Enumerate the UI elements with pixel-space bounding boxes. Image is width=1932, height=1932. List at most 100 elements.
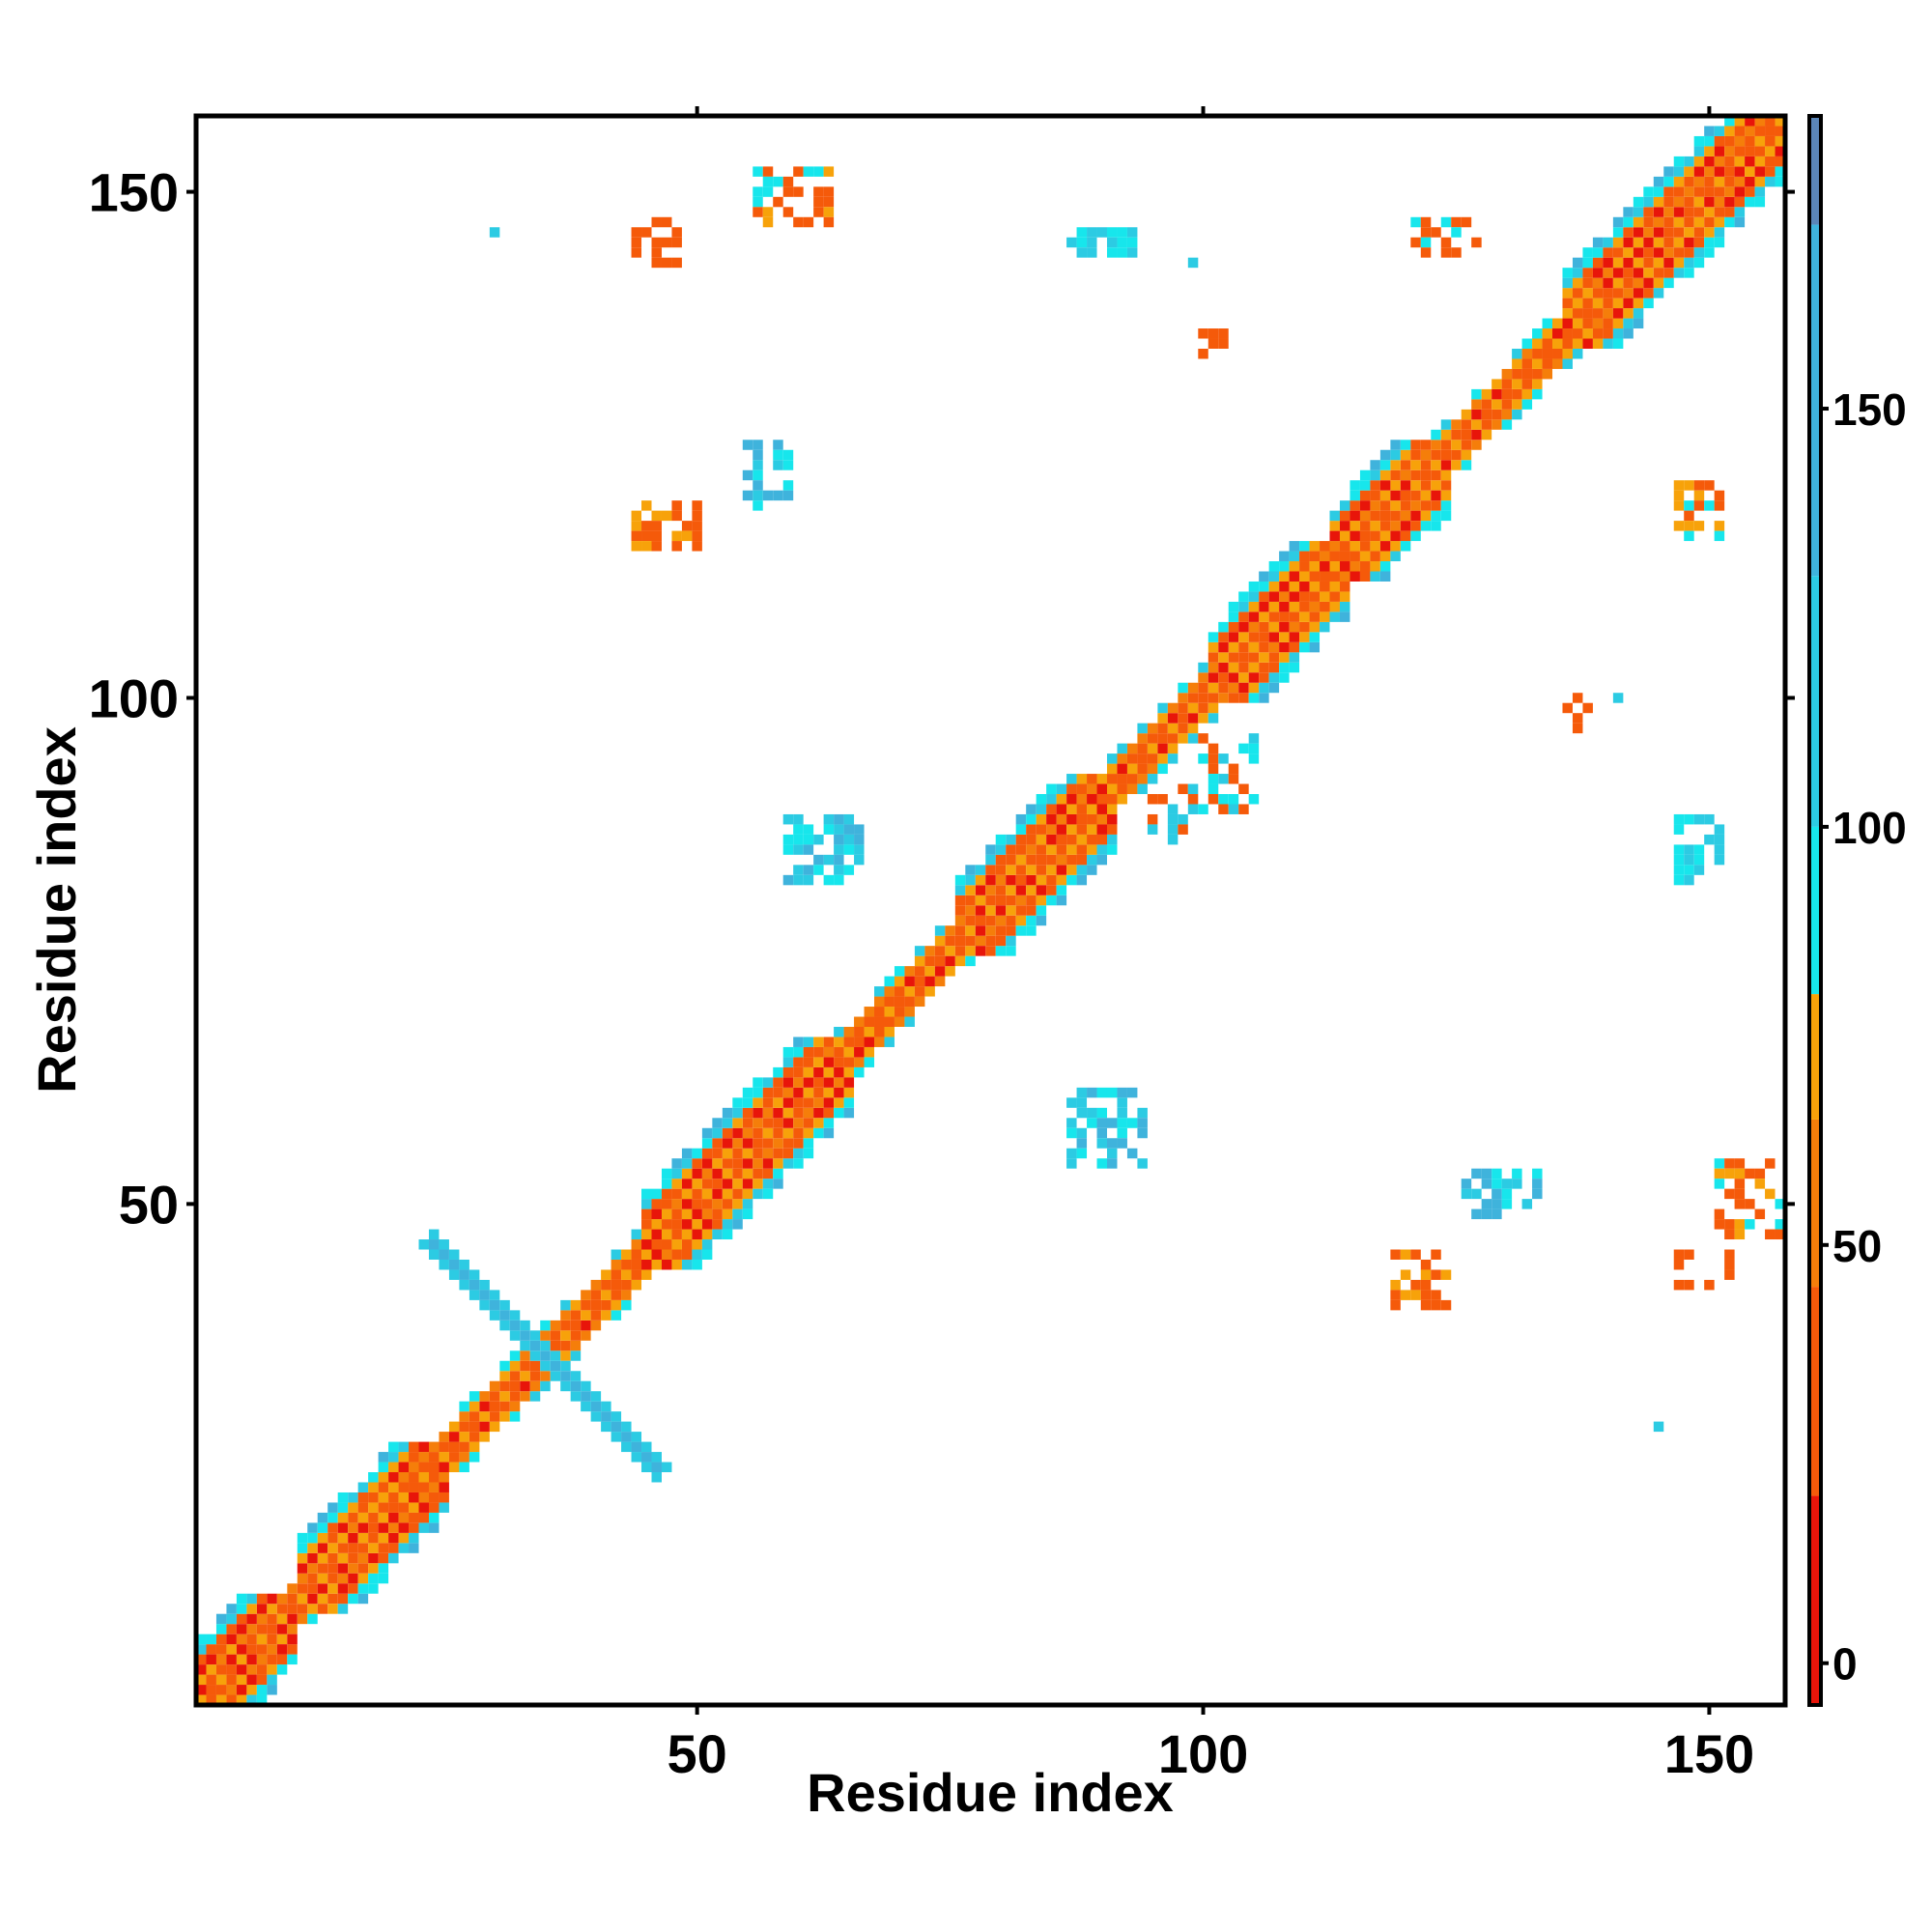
heatmap-cell [1542,358,1553,369]
heatmap-cell [732,1138,743,1149]
heatmap-cell [1410,521,1421,531]
heatmap-cell [762,1148,774,1159]
heatmap-cell [601,1279,611,1291]
heatmap-cell [1673,1259,1685,1270]
heatmap-cell [1765,166,1776,177]
heatmap-cell [1370,500,1380,511]
heatmap-cell [661,1179,672,1189]
heatmap-cell [1320,561,1330,572]
heatmap-cell [1370,551,1380,562]
heatmap-cell [782,449,794,461]
heatmap-cell [1673,216,1685,228]
heatmap-cell [701,1199,713,1209]
heatmap-cell [206,1634,216,1645]
heatmap-cell [236,1624,247,1634]
heatmap-cell [1521,348,1533,359]
heatmap-cell [1015,925,1027,936]
heatmap-cell [1248,611,1260,622]
heatmap-cell [661,237,672,248]
heatmap-cell [1623,268,1634,278]
heatmap-cell [975,874,986,886]
heatmap-cell [1704,237,1715,248]
heatmap-cell [459,1462,469,1473]
heatmap-cell [357,1543,369,1553]
heatmap-cell [793,1107,804,1119]
heatmap-cell [1724,146,1735,156]
heatmap-cell [1693,196,1705,208]
heatmap-cell [1724,135,1735,147]
heatmap-cell [509,1391,521,1402]
heatmap-cell [1320,621,1330,633]
heatmap-cell [1775,135,1785,147]
heatmap-cell [1653,207,1664,217]
heatmap-cell [843,834,855,845]
heatmap-cell [1137,1127,1148,1139]
heatmap-cell [1238,783,1249,795]
heatmap-cell [509,1401,521,1412]
heatmap-cell [196,1664,207,1675]
heatmap-cell [1087,844,1097,855]
heatmap-cell [1006,865,1016,875]
heatmap-cell [1036,844,1047,855]
heatmap-cell [1612,257,1624,269]
heatmap-cell [1187,723,1199,734]
heatmap-cell [722,1148,733,1159]
heatmap-cell [226,1624,237,1634]
heatmap-cell [428,1502,440,1513]
heatmap-cell [1390,1290,1401,1300]
heatmap-cell [246,1654,257,1665]
heatmap-cell [1238,652,1249,663]
heatmap-cell [753,1077,763,1088]
heatmap-cell [1218,774,1229,784]
heatmap-cell [1076,854,1088,866]
heatmap-cell [499,1360,510,1372]
heatmap-cell [439,1472,449,1483]
heatmap-cell [1410,530,1421,542]
heatmap-cell [1714,530,1725,542]
heatmap-cell [439,1239,449,1250]
heatmap-cell [803,1077,814,1088]
heatmap-cell [1066,804,1077,814]
heatmap-cell [357,1482,369,1492]
heatmap-cell [428,1229,440,1240]
heatmap-cell [641,1208,652,1220]
heatmap-cell [1076,1097,1088,1108]
heatmap-cell [1673,186,1685,197]
heatmap-cell [834,1066,844,1078]
heatmap-cell [1653,227,1664,238]
heatmap-cell [651,510,662,522]
heatmap-cell [337,1604,349,1614]
heatmap-cell [1238,672,1249,683]
heatmap-cell [813,1066,824,1078]
heatmap-cell [762,1118,774,1128]
heatmap-cell [1379,530,1391,542]
heatmap-cell [307,1563,318,1574]
heatmap-cell [479,1290,490,1300]
heatmap-cell [1400,460,1411,470]
heatmap-cell [388,1482,399,1492]
heatmap-cell [1178,813,1188,825]
heatmap-cell [965,905,976,916]
heatmap-cell [1167,834,1179,845]
heatmap-cell [1076,834,1088,845]
heatmap-cell [1228,601,1239,612]
heatmap-cell [671,227,682,238]
heatmap-cell [1015,874,1027,886]
heatmap-cell [1684,257,1694,269]
heatmap-cell [1299,632,1310,642]
heatmap-cell [671,1208,682,1220]
heatmap-cell [1117,237,1127,248]
heatmap-cell [560,1371,571,1381]
heatmap-cell [1248,794,1260,805]
heatmap-cell [1359,490,1371,501]
heatmap-cell [611,1310,622,1321]
heatmap-cell [1693,216,1705,228]
heatmap-cell [1279,601,1290,612]
heatmap-cell [1015,885,1027,895]
colorbar-segment [1809,1119,1821,1288]
heatmap-cell [1289,561,1300,572]
heatmap-cell [793,1138,804,1149]
heatmap-cell [854,1046,865,1058]
heatmap-cell [1714,237,1725,248]
heatmap-cell [631,1452,642,1463]
